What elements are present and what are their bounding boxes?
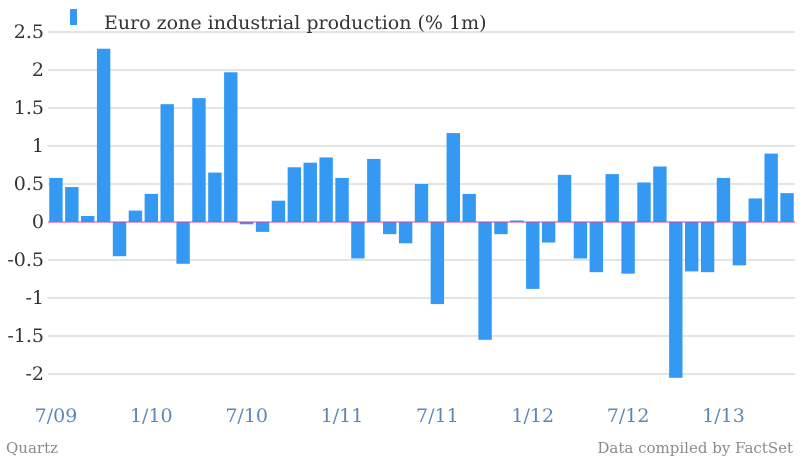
- x-tick-label: 7/11: [416, 405, 459, 427]
- y-tick-label: 1.5: [14, 97, 44, 119]
- y-tick-label: 0: [32, 211, 44, 233]
- x-axis: 7/09 1/10 7/10 1/11 7/11 1/12 7/12 1/13: [35, 405, 745, 427]
- bar: [335, 177, 349, 222]
- x-tick-label: 1/13: [702, 405, 745, 427]
- legend: Euro zone industrial production (% 1m): [70, 9, 487, 34]
- legend-swatch: [70, 9, 77, 25]
- bar: [748, 198, 762, 222]
- bar: [446, 133, 460, 222]
- bar: [526, 222, 540, 289]
- bar: [81, 215, 95, 222]
- data-source-note: Data compiled by FactSet: [597, 439, 793, 457]
- bar: [271, 200, 286, 222]
- x-tick-label: 7/10: [225, 405, 268, 427]
- y-tick-label: -1.5: [7, 325, 44, 347]
- bar: [621, 222, 635, 274]
- y-axis: 2.5 2 1.5 1 0.5 0 -0.5 -1 -1.5 -2: [7, 21, 44, 385]
- bar: [65, 187, 79, 222]
- y-tick-label: -1: [25, 287, 44, 309]
- y-tick-label: -0.5: [7, 249, 44, 271]
- bar: [383, 222, 397, 235]
- bar: [764, 153, 778, 222]
- bar: [208, 172, 222, 222]
- bar: [160, 104, 174, 222]
- bar: [637, 182, 651, 222]
- bar: [367, 158, 381, 222]
- source-credit: Quartz: [6, 439, 59, 457]
- bar: [716, 177, 731, 222]
- bar: [573, 222, 588, 259]
- bar: [176, 222, 190, 264]
- bar: [239, 222, 254, 225]
- bar: [112, 222, 127, 257]
- legend-label: Euro zone industrial production (% 1m): [104, 12, 487, 34]
- x-tick-label: 7/12: [607, 405, 650, 427]
- bar: [669, 222, 683, 378]
- bar: [144, 193, 158, 222]
- bar: [319, 157, 333, 222]
- x-tick-label: 1/12: [511, 405, 554, 427]
- bar: [303, 162, 317, 222]
- bar: [128, 210, 143, 222]
- bar: [478, 222, 492, 340]
- bar: [653, 166, 667, 222]
- bar: [541, 222, 556, 243]
- bar: [96, 48, 111, 222]
- x-tick-label: 7/09: [35, 405, 78, 427]
- y-tick-label: 2: [32, 59, 44, 81]
- bar: [494, 222, 508, 235]
- bar: [605, 174, 619, 222]
- y-tick-label: -2: [25, 363, 44, 385]
- bar: [287, 167, 302, 222]
- bar: [700, 222, 715, 273]
- bar: [351, 222, 365, 259]
- bar: [224, 72, 238, 222]
- bar: [684, 222, 699, 272]
- bar: [49, 177, 63, 222]
- bar: [414, 184, 429, 222]
- bar: [732, 222, 747, 266]
- y-tick-label: 2.5: [14, 21, 44, 43]
- bar: [780, 193, 794, 222]
- y-tick-label: 0.5: [14, 173, 44, 195]
- bar: [510, 220, 524, 222]
- x-tick-label: 1/11: [321, 405, 364, 427]
- bar: [192, 98, 206, 222]
- bars: [49, 48, 794, 378]
- bar: [430, 222, 445, 305]
- bar: [398, 222, 413, 244]
- bar: [557, 174, 572, 222]
- bar: [255, 222, 270, 232]
- x-tick-label: 1/10: [130, 405, 173, 427]
- bar: [589, 222, 604, 273]
- y-tick-label: 1: [32, 135, 44, 157]
- bar: [462, 193, 476, 222]
